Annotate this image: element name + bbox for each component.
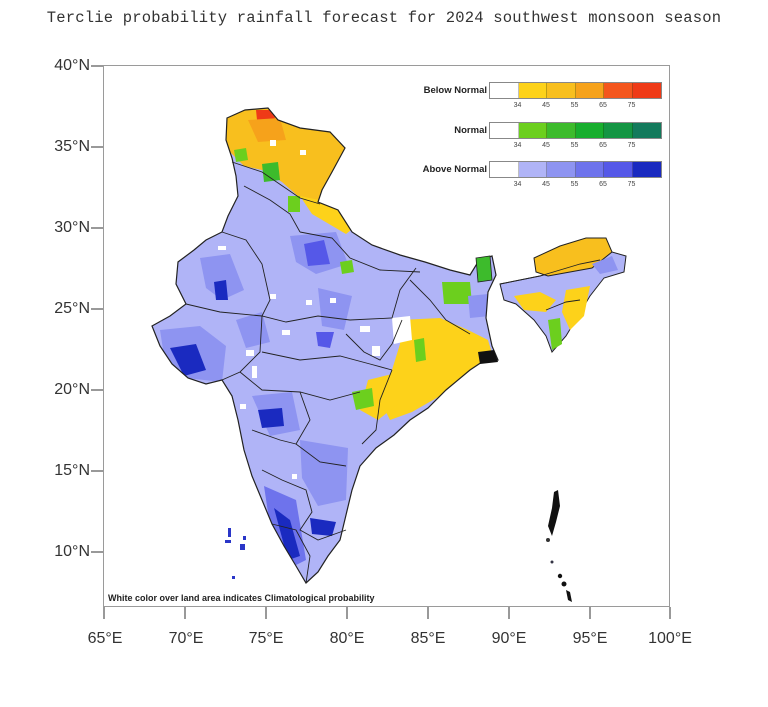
legend-swatch	[547, 162, 576, 177]
x-tick	[508, 607, 510, 619]
legend-swatch	[632, 83, 661, 98]
x-tick	[265, 607, 267, 619]
legend-colorbar	[489, 82, 662, 99]
x-tick-label: 100°E	[648, 630, 692, 647]
legend-label: Above Normal	[422, 164, 487, 175]
legend-above-normal: Above Normal 34 45 55 65 75	[400, 161, 665, 191]
x-tick	[346, 607, 348, 619]
y-tick-label: 20°N	[54, 381, 90, 398]
legend-swatch	[490, 123, 519, 138]
y-tick	[91, 308, 103, 310]
x-tick-label: 85°E	[410, 630, 446, 647]
northeast-region	[475, 237, 627, 353]
legend-swatch	[604, 162, 633, 177]
y-tick-label: 35°N	[54, 138, 90, 155]
x-tick-label: 90°E	[491, 630, 527, 647]
legend-colorbar	[489, 161, 662, 178]
state-boundaries	[185, 161, 471, 584]
x-tick	[589, 607, 591, 619]
legend-tick: 55	[570, 142, 579, 149]
chart-title: Terclie probability rainfall forecast fo…	[46, 9, 722, 27]
y-tick	[91, 146, 103, 148]
legend-swatch	[518, 123, 547, 138]
legend-swatch	[547, 83, 576, 98]
legend-swatch	[518, 83, 547, 98]
delta-patch	[478, 350, 498, 364]
legend-swatch	[518, 162, 547, 177]
legend-normal: Normal 34 45 55 65 75	[400, 122, 665, 152]
legend-tick: 75	[627, 142, 636, 149]
legend-tick: 45	[542, 102, 550, 109]
legend-tick: 55	[570, 181, 579, 188]
legend-tick: 45	[542, 142, 550, 149]
legend-tick: 34	[513, 181, 522, 188]
legend-swatch	[490, 162, 519, 177]
legend-tick: 65	[599, 102, 607, 109]
legend-swatch	[575, 83, 604, 98]
x-tick	[103, 607, 105, 619]
legend-ticks: 34 45 55 65 75	[489, 142, 661, 152]
legend-ticks: 34 45 55 65 75	[489, 102, 661, 112]
y-tick	[91, 470, 103, 472]
legend-tick: 75	[627, 102, 636, 109]
andaman-nicobar-islands	[546, 490, 572, 602]
legend-label: Below Normal	[423, 85, 487, 96]
legend-swatch	[575, 162, 604, 177]
y-tick	[91, 551, 103, 553]
x-tick	[427, 607, 429, 619]
x-tick-label: 65°E	[87, 630, 123, 647]
legend-tick: 45	[542, 181, 550, 188]
y-tick	[91, 65, 103, 67]
x-tick-label: 95°E	[572, 630, 608, 647]
legend-swatch	[547, 123, 576, 138]
x-tick-label: 70°E	[168, 630, 204, 647]
lakshadweep-islands	[225, 528, 246, 579]
legend-tick: 34	[513, 102, 522, 109]
legend-colorbar	[489, 122, 662, 139]
legend-label: Normal	[454, 125, 487, 136]
x-tick-label: 80°E	[329, 630, 365, 647]
x-tick	[184, 607, 186, 619]
y-tick-label: 15°N	[54, 462, 90, 479]
legend-swatch	[490, 83, 519, 98]
y-tick-label: 30°N	[54, 219, 90, 236]
legend-below-normal: Below Normal 34 45 55 65 75	[400, 82, 665, 112]
legend-swatch	[632, 123, 661, 138]
mainland-outline	[151, 107, 499, 584]
legend-ticks: 34 45 55 65 75	[489, 181, 661, 191]
y-tick-label: 40°N	[54, 57, 90, 74]
legend-swatch	[604, 83, 633, 98]
legend-tick: 75	[627, 181, 636, 188]
legend-tick: 65	[599, 181, 607, 188]
x-tick	[669, 607, 671, 619]
x-tick-label: 75°E	[248, 630, 284, 647]
legend-tick: 65	[599, 142, 607, 149]
y-tick	[91, 227, 103, 229]
legend-swatch	[632, 162, 661, 177]
y-tick-label: 10°N	[54, 543, 90, 560]
legend-swatch	[575, 123, 604, 138]
y-tick	[91, 389, 103, 391]
legend-swatch	[604, 123, 633, 138]
y-tick-label: 25°N	[54, 300, 90, 317]
climatology-footnote: White color over land area indicates Cli…	[108, 593, 375, 603]
legend-tick: 55	[570, 102, 579, 109]
legend-tick: 34	[513, 142, 522, 149]
